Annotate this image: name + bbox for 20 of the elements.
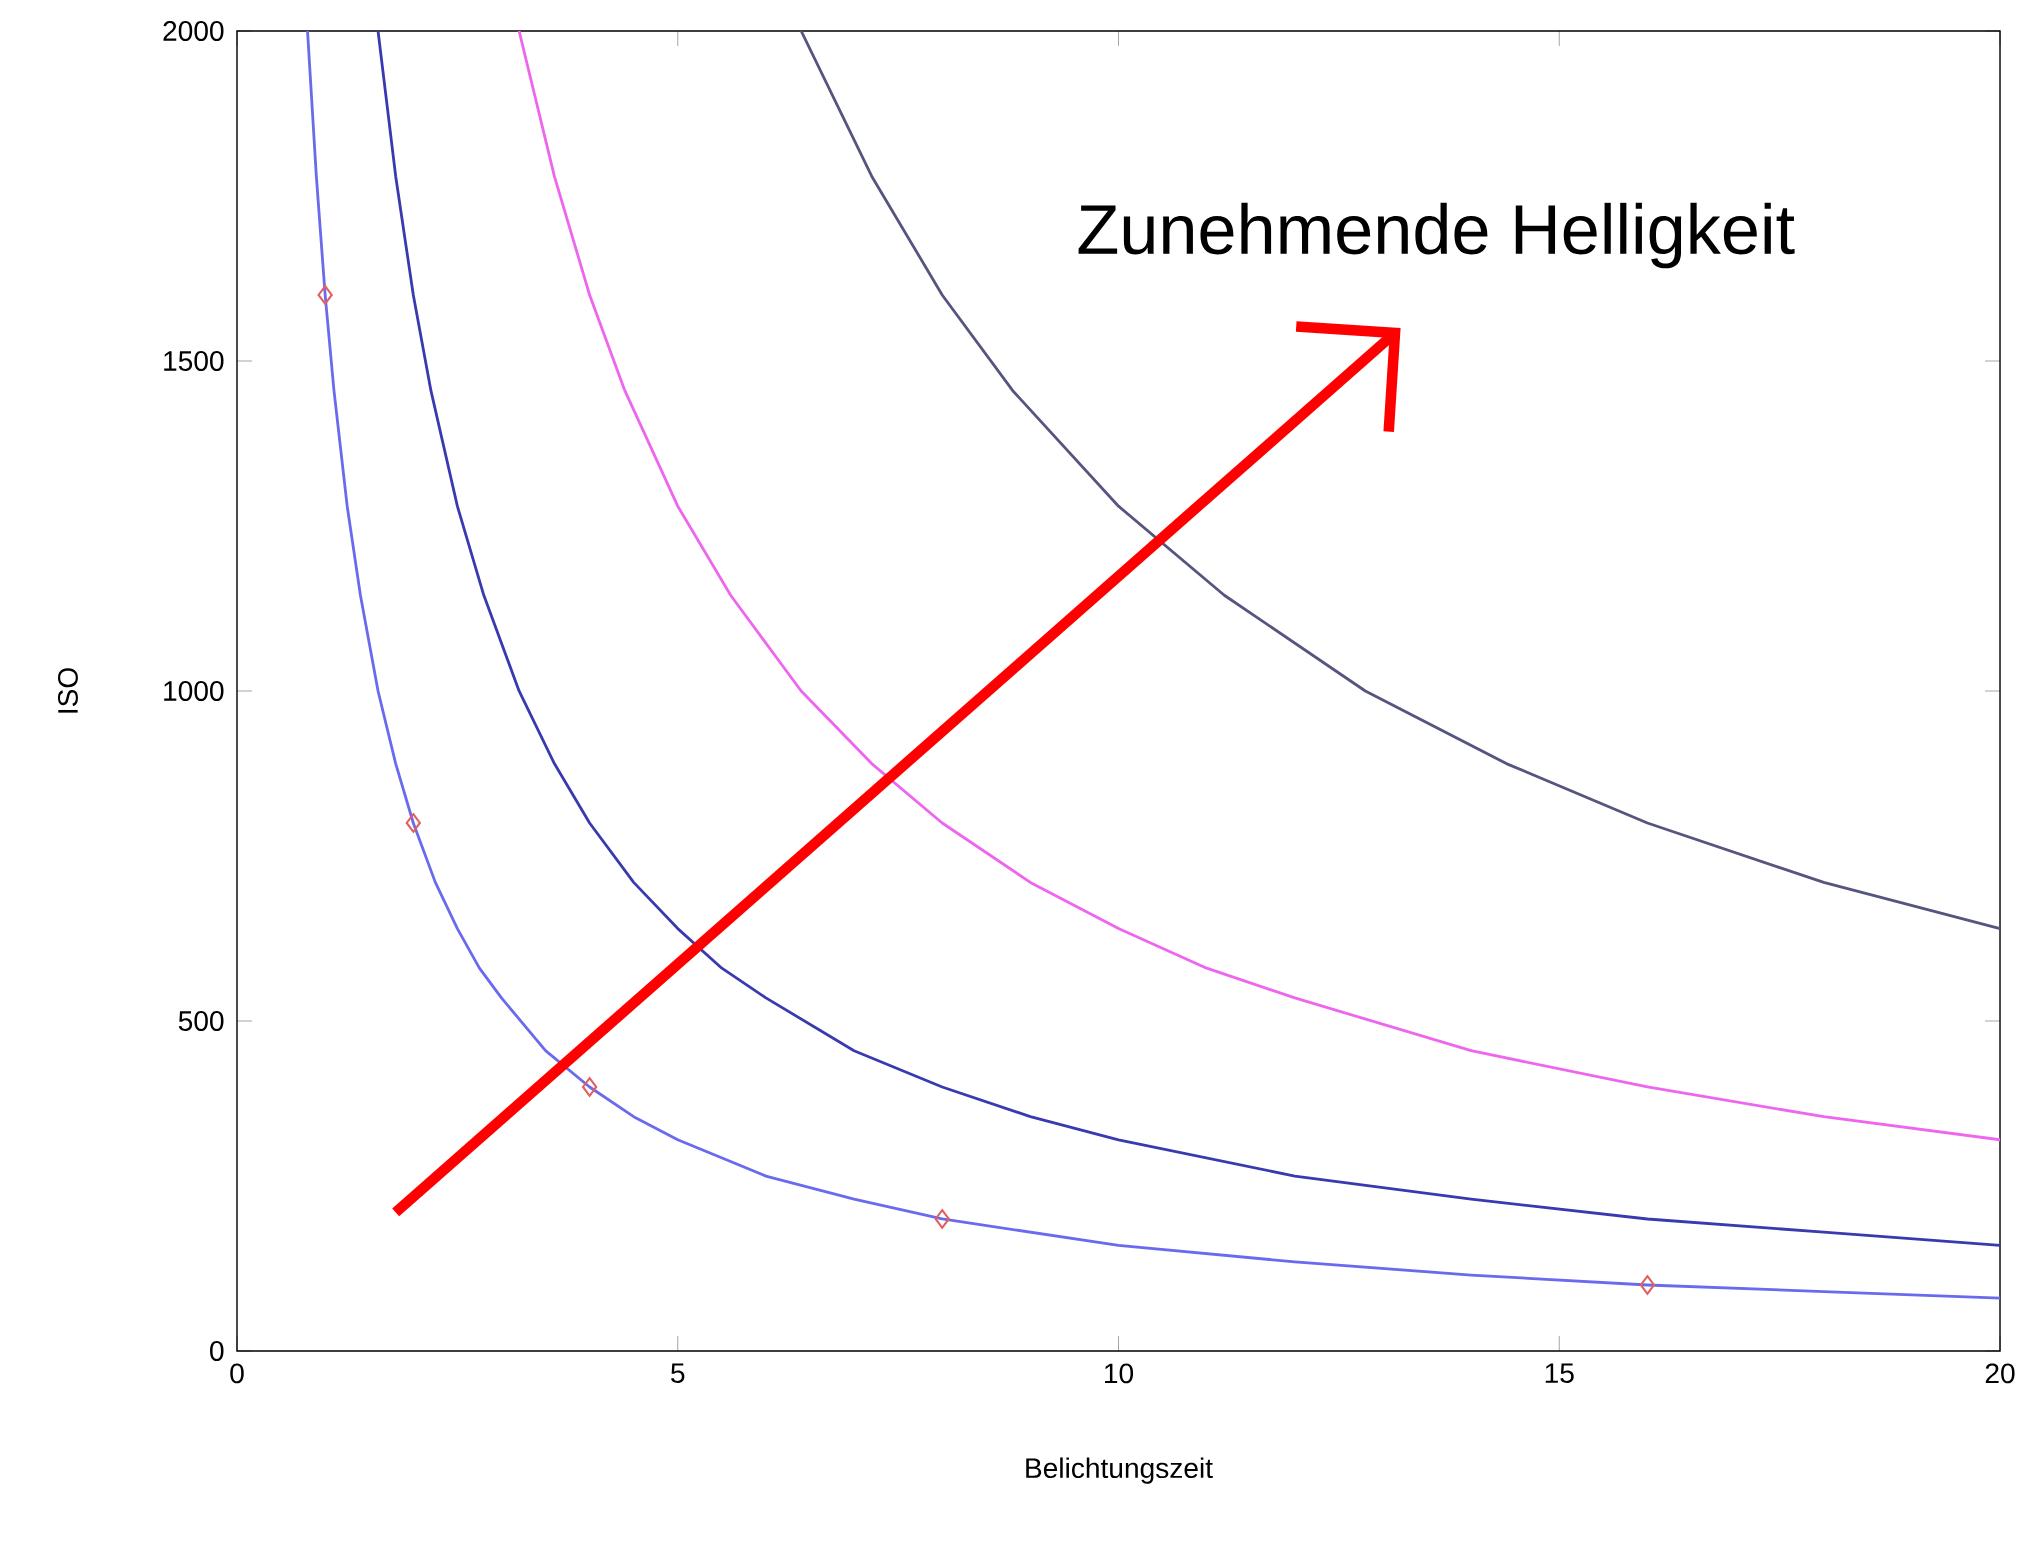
y-tick-label: 1500: [164, 351, 224, 371]
point: [934, 1209, 950, 1229]
x-tick-label: 20: [1985, 1363, 2015, 1384]
line-series: [517, 30, 2001, 1142]
annotation: Zunehmende Helligkeit: [1078, 202, 1795, 269]
point: [317, 285, 333, 305]
y-tick-label: 500: [178, 1011, 224, 1031]
x-tick-label: 15: [1545, 1363, 1574, 1384]
line-series: [799, 30, 2001, 930]
point: [1639, 1275, 1656, 1295]
x-tick-label: 5: [671, 1363, 685, 1384]
point: [581, 1077, 598, 1097]
x-tick-label: 0: [230, 1363, 244, 1384]
y-axis-title: ISO: [58, 668, 78, 713]
y-tick-label: 2000: [163, 21, 224, 41]
y-tick-label: 0: [210, 1341, 224, 1361]
x-tick-label: 10: [1105, 1363, 1134, 1384]
point: [405, 813, 421, 833]
y-tick-label: 1000: [164, 681, 224, 701]
x-axis-title: Belichtungszeit: [1026, 1457, 1213, 1484]
